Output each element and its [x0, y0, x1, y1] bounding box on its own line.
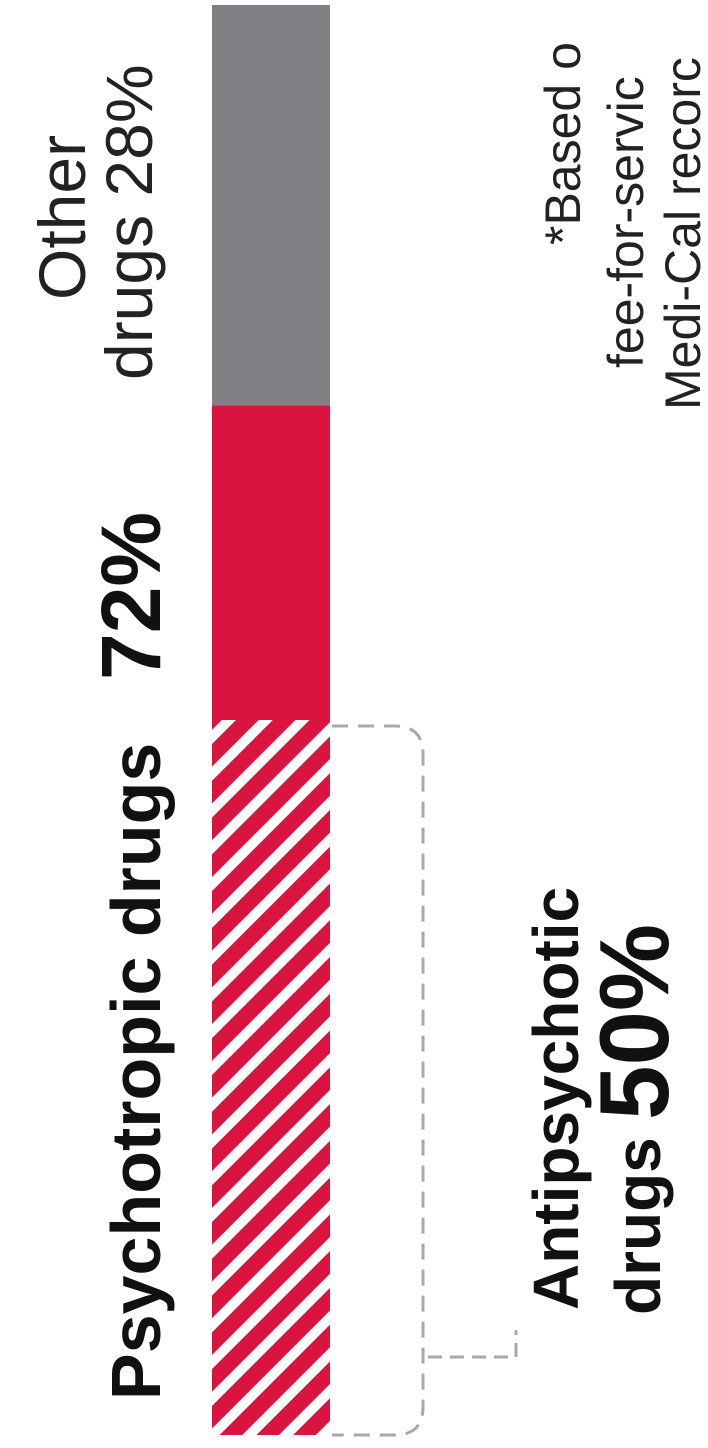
bar-group [212, 5, 330, 1435]
footnote-line1: *Based o [535, 42, 591, 245]
antipsychotic-label-line1: Antipsychotic [520, 887, 592, 1310]
psychotropic-label: Psychotropic drugs [97, 743, 175, 1400]
bar-segment-other-drugs [212, 5, 330, 406]
footnote-line3: Medi-Cal recorc [655, 57, 708, 410]
footnote-line2: fee-for-servic [598, 76, 654, 368]
bracket-dashed [332, 724, 425, 1437]
other-label-line1: Other [25, 135, 99, 300]
bar-subsegment-antipsychotic-drugs [212, 720, 330, 1435]
antipsychotic-value: 50% [579, 924, 689, 1120]
bracket-leader-dashed [428, 1330, 518, 1359]
psychotropic-value: 72% [84, 512, 178, 680]
antipsychotic-label-word: drugs [602, 1137, 674, 1315]
other-label-line2: drugs 28% [92, 64, 166, 380]
